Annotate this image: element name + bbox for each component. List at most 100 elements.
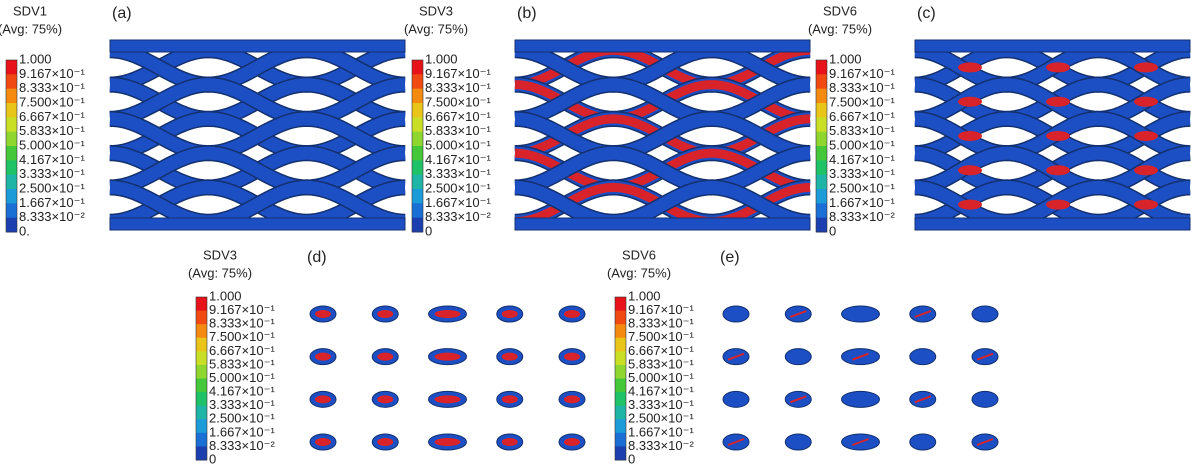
legend-band: [412, 89, 423, 104]
legend-band: [816, 189, 827, 204]
damage: [315, 310, 331, 318]
legend-band: [6, 189, 17, 204]
legend-label: 5.000×10⁻¹: [19, 137, 85, 152]
fragment: [842, 306, 880, 322]
averaging: (Avg: 75%): [188, 265, 252, 280]
legend-band: [196, 446, 207, 460]
legend-band: [6, 160, 17, 175]
legend-band: [615, 446, 626, 460]
legend-band: [196, 406, 207, 420]
damage: [958, 97, 982, 107]
fragment: [910, 349, 936, 365]
legend-band: [412, 146, 423, 161]
legend-label: 6.667×10⁻¹: [425, 109, 491, 124]
fragment: [972, 391, 998, 407]
damage: [958, 62, 982, 72]
legend-label: 6.667×10⁻¹: [829, 109, 895, 124]
averaging: (Avg: 75%): [0, 21, 62, 36]
legend-band: [615, 324, 626, 338]
damage: [377, 353, 393, 361]
damage: [564, 438, 580, 446]
legend-label: 2.500×10⁻¹: [19, 180, 85, 195]
legend-band: [615, 406, 626, 420]
legend-band: [816, 203, 827, 218]
legend-label: 8.333×10⁻²: [19, 209, 85, 224]
legend-band: [615, 351, 626, 365]
legend-band: [412, 60, 423, 75]
variable-name: SDV3: [203, 247, 237, 262]
legend-label: 0: [628, 451, 635, 466]
legend-label: 4.167×10⁻¹: [19, 152, 85, 167]
fragment: [842, 391, 880, 407]
damage: [435, 353, 461, 361]
damage: [1134, 131, 1158, 141]
damage: [958, 200, 982, 210]
legend-band: [412, 117, 423, 132]
legend-label: 8.333×10⁻¹: [19, 80, 85, 95]
legend-band: [196, 324, 207, 338]
damage: [435, 438, 461, 446]
damage: [1046, 200, 1070, 210]
damage: [377, 310, 393, 318]
fragment: [785, 434, 811, 450]
variable-name: SDV6: [622, 247, 656, 262]
damage: [1046, 62, 1070, 72]
legend-label: 7.500×10⁻¹: [19, 94, 85, 109]
legend-band: [196, 351, 207, 365]
damage: [377, 438, 393, 446]
figure: SDV1(Avg: 75%)(a)1.0009.167×10⁻¹8.333×10…: [0, 0, 1194, 469]
damage: [502, 438, 518, 446]
legend-label: 4.167×10⁻¹: [829, 152, 895, 167]
legend-label: 2.500×10⁻¹: [829, 180, 895, 195]
edge-tube: [110, 218, 405, 230]
legend-label: 7.500×10⁻¹: [829, 94, 895, 109]
legend-label: 2.500×10⁻¹: [425, 180, 491, 195]
tube: [515, 85, 810, 119]
damage: [1134, 62, 1158, 72]
averaging: (Avg: 75%): [404, 21, 468, 36]
legend-band: [412, 160, 423, 175]
legend-band: [6, 60, 17, 75]
legend-label: 1.000: [829, 51, 862, 66]
tube: [110, 119, 405, 153]
legend-band: [196, 392, 207, 406]
legend-band: [196, 338, 207, 352]
legend-band: [6, 175, 17, 190]
damage: [564, 353, 580, 361]
legend-label: 8.333×10⁻²: [829, 209, 895, 224]
edge-tube: [915, 40, 1190, 52]
damage: [315, 438, 331, 446]
legend-label: 8.333×10⁻¹: [425, 80, 491, 95]
damage: [377, 395, 393, 403]
legend-label: 8.333×10⁻²: [209, 438, 275, 453]
legend-label: 8.333×10⁻¹: [829, 80, 895, 95]
legend-band: [6, 218, 17, 233]
damage: [435, 310, 461, 318]
tube: [515, 187, 810, 221]
damage: [502, 395, 518, 403]
legend-band: [816, 117, 827, 132]
damage: [502, 310, 518, 318]
fragment: [723, 391, 749, 407]
damage: [1134, 200, 1158, 210]
legend-band: [816, 132, 827, 147]
legend-band: [816, 60, 827, 75]
legend-band: [412, 74, 423, 89]
legend-label: 4.167×10⁻¹: [425, 152, 491, 167]
legend-band: [412, 189, 423, 204]
legend-band: [412, 132, 423, 147]
legend-band: [196, 297, 207, 311]
legend-band: [196, 365, 207, 379]
legend-label: 1.000: [425, 51, 458, 66]
legend-band: [412, 218, 423, 233]
legend-band: [615, 419, 626, 433]
panel-label: (b): [517, 5, 537, 22]
averaging: (Avg: 75%): [808, 21, 872, 36]
legend-label: 9.167×10⁻¹: [425, 66, 491, 81]
damage: [435, 395, 461, 403]
variable-name: SDV3: [419, 3, 453, 18]
legend-label: 5.833×10⁻¹: [19, 123, 85, 138]
damage: [502, 353, 518, 361]
variable-name: SDV6: [823, 3, 857, 18]
legend-band: [6, 117, 17, 132]
